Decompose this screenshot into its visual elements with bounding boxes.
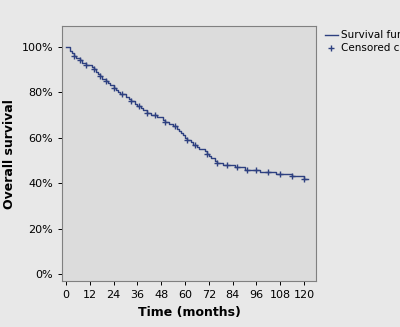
Legend: Survival function, Censored cases: Survival function, Censored cases — [321, 26, 400, 58]
X-axis label: Time (months): Time (months) — [138, 306, 240, 319]
Y-axis label: Overall survival: Overall survival — [3, 99, 16, 209]
